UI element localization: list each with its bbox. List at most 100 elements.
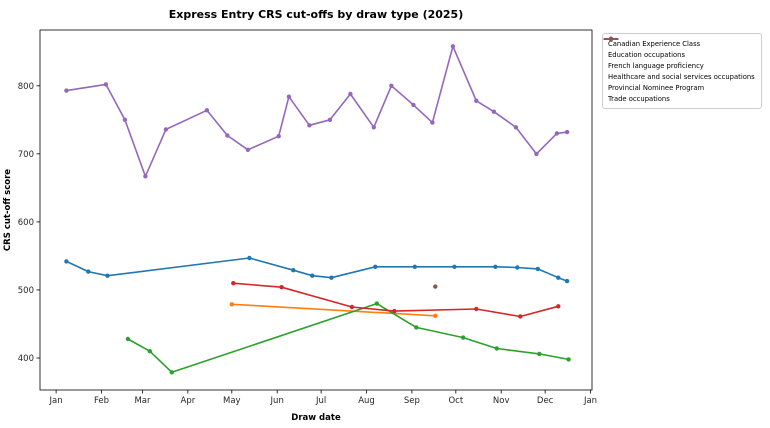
data-point: [64, 259, 69, 264]
data-point: [535, 266, 540, 272]
legend-label: Education occupations: [608, 50, 685, 59]
data-point: [225, 133, 230, 138]
data-point: [537, 351, 542, 357]
legend-item-provincial-nominee-program: Provincial Nominee Program: [603, 36, 755, 93]
legend: Canadian Experience Class Education occup…: [602, 33, 762, 109]
data-point: [392, 308, 397, 314]
x-tick-label: Sep: [404, 396, 420, 406]
x-tick-label: Jul: [315, 396, 326, 406]
data-point: [86, 269, 91, 274]
legend-line-marker-icon: [603, 36, 619, 42]
legend-item-healthcare-and-social-services-occupations: Healthcare and social services occupatio…: [603, 36, 755, 82]
legend-label: French language proficiency: [608, 61, 704, 70]
data-point: [491, 109, 497, 114]
chart-title: Express Entry CRS cut-offs by draw type …: [168, 8, 464, 21]
data-point: [310, 273, 315, 278]
data-point: [461, 335, 466, 340]
data-point: [329, 275, 334, 280]
y-tick-label: 600: [18, 218, 34, 228]
y-tick-label: 400: [18, 354, 34, 364]
x-tick-label: Dec: [537, 396, 554, 406]
data-point: [474, 306, 479, 312]
data-point: [556, 304, 561, 309]
data-point: [566, 357, 571, 362]
data-point: [389, 83, 394, 89]
plot-border: [39, 29, 593, 391]
data-point: [349, 304, 355, 310]
x-axis-label: Draw date: [291, 413, 341, 423]
legend-label: Healthcare and social services occupatio…: [608, 72, 755, 81]
data-point: [125, 336, 131, 342]
data-point: [374, 301, 379, 306]
data-point: [279, 285, 284, 290]
data-point: [307, 123, 312, 128]
series-line: [231, 303, 436, 317]
data-point: [105, 273, 110, 278]
series-education-occupations: [229, 302, 438, 318]
legend-label: Canadian Experience Class: [608, 39, 701, 48]
y-tick-label: 800: [18, 82, 34, 92]
x-tick-label: Jun: [270, 396, 284, 406]
data-series: [64, 44, 571, 375]
data-point: [169, 370, 174, 375]
data-point: [411, 102, 416, 108]
data-point: [276, 134, 281, 139]
data-point: [452, 264, 457, 269]
data-point: [433, 284, 438, 289]
data-point: [450, 44, 456, 49]
data-point: [518, 314, 523, 319]
data-point: [430, 120, 435, 125]
data-point: [412, 264, 417, 269]
data-point: [122, 117, 128, 123]
data-point: [373, 264, 378, 269]
x-tick-label: Oct: [448, 396, 463, 406]
x-tick-label: Mar: [134, 396, 151, 406]
data-point: [534, 151, 539, 157]
y-tick-label: 700: [18, 150, 34, 160]
y-axis-label: CRS cut-off score: [3, 169, 13, 251]
series-line: [66, 257, 568, 282]
data-point: [247, 255, 252, 261]
legend-item-french-language-proficiency: French language proficiency: [603, 36, 755, 71]
series-canadian-experience-class: [64, 255, 570, 284]
series-french-language-proficiency: [125, 301, 571, 375]
data-point: [371, 125, 376, 130]
legend-label: Trade occupations: [608, 94, 670, 103]
x-tick-label: Jan: [583, 396, 597, 406]
series-healthcare-and-social-services-occupations: [231, 281, 561, 319]
data-point: [286, 94, 292, 99]
data-point: [564, 129, 570, 135]
data-point: [474, 98, 479, 104]
data-point: [103, 82, 109, 87]
legend-item-canadian-experience-class: Canadian Experience Class: [603, 36, 755, 49]
data-point: [493, 264, 498, 269]
data-point: [163, 127, 169, 132]
data-point: [513, 125, 519, 130]
series-trade-occupations: [433, 284, 438, 289]
data-point: [64, 88, 69, 93]
data-point: [494, 346, 499, 351]
data-point: [143, 174, 148, 179]
legend-item-trade-occupations: Trade occupations: [603, 36, 755, 104]
legend-item-education-occupations: Education occupations: [603, 36, 755, 60]
data-point: [229, 302, 234, 307]
data-point: [556, 275, 561, 280]
x-tick-label: Nov: [493, 396, 510, 406]
data-point: [291, 268, 296, 273]
y-tick-label: 500: [18, 286, 34, 296]
series-provincial-nominee-program: [64, 44, 570, 179]
data-point: [564, 278, 570, 284]
data-point: [515, 265, 520, 270]
x-tick-label: Aug: [358, 396, 375, 406]
data-point: [554, 131, 560, 136]
data-point: [327, 117, 333, 123]
x-tick-label: May: [223, 396, 241, 406]
legend-label: Provincial Nominee Program: [608, 83, 705, 92]
data-point: [204, 108, 210, 113]
data-point: [433, 313, 438, 318]
data-point: [348, 91, 353, 97]
series-line: [66, 45, 568, 178]
data-point: [414, 325, 419, 330]
